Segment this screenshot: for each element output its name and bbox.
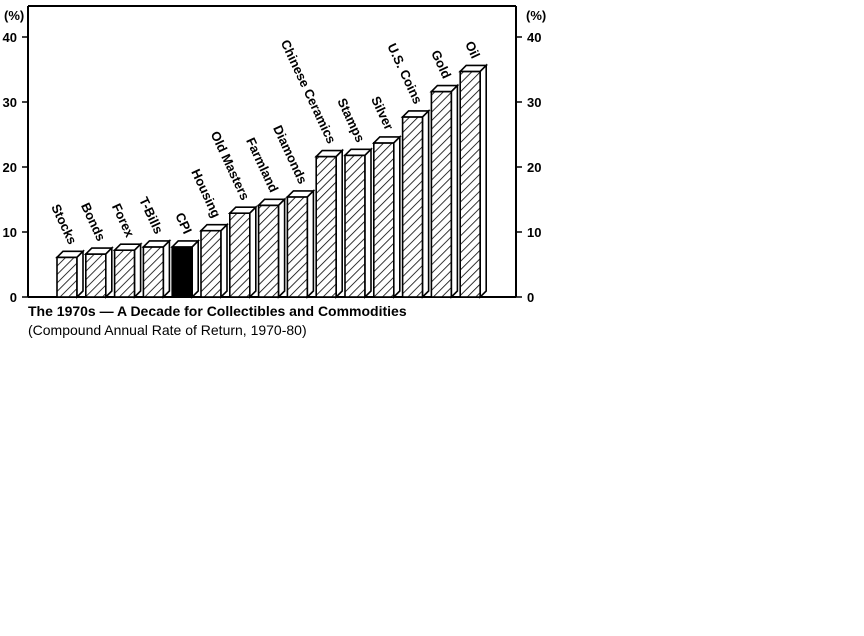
category-label: Housing	[188, 167, 224, 221]
right-tick-label: 0	[527, 290, 534, 305]
bar-cpi	[170, 239, 201, 299]
left-tick-label: 30	[3, 95, 17, 110]
bar-t-bills	[141, 239, 172, 299]
bar-farmland	[256, 197, 287, 299]
category-label: Silver	[368, 94, 397, 132]
bar-gold	[429, 83, 460, 299]
chart-subtitle: (Compound Annual Rate of Return, 1970-80…	[28, 322, 307, 338]
category-label: Stamps	[334, 96, 367, 145]
bar-chinese-ceramics	[314, 148, 345, 299]
bar-diamonds	[285, 188, 316, 299]
bars	[55, 63, 489, 299]
right-tick-label: 10	[527, 225, 541, 240]
right-tick-label: 30	[527, 95, 541, 110]
chart-title: The 1970s — A Decade for Collectibles an…	[28, 303, 407, 319]
left-tick-label: 40	[3, 30, 17, 45]
bar-u-s-coins	[400, 109, 431, 299]
category-label: Oil	[462, 39, 483, 61]
bar-oil	[458, 63, 489, 299]
left-tick-label: 0	[10, 290, 17, 305]
right-tick-label: 20	[527, 160, 541, 175]
bar-silver	[371, 135, 402, 299]
category-label: U.S. Coins	[384, 41, 425, 106]
bar-forex	[112, 242, 143, 299]
category-label: T-Bills	[136, 195, 166, 237]
left-tick-label: 10	[3, 225, 17, 240]
category-label: CPI	[172, 210, 195, 236]
category-label: Forex	[109, 201, 138, 240]
axes: (%) (%) 0 0 10 10 20 20 30 30 40 40	[3, 5, 546, 305]
bar-housing	[199, 222, 229, 299]
bar-old-masters	[227, 205, 258, 299]
category-label: Gold	[428, 48, 454, 81]
category-label: Bonds	[78, 200, 109, 243]
category-label: Stocks	[48, 202, 80, 247]
right-tick-label: 40	[527, 30, 541, 45]
bar-bonds	[83, 246, 114, 299]
bar-stocks	[55, 249, 85, 299]
left-unit-label: (%)	[4, 8, 24, 23]
bar-stamps	[343, 147, 373, 299]
right-unit-label: (%)	[526, 8, 546, 23]
left-tick-label: 20	[3, 160, 17, 175]
